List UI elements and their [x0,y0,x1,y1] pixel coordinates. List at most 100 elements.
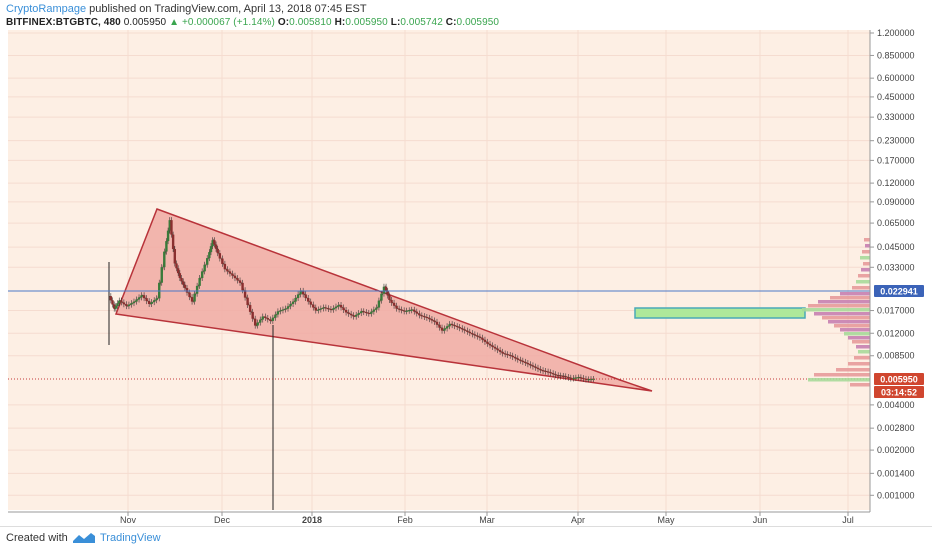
candle-body [384,286,388,292]
candle-body [130,303,133,305]
candle-body [461,328,464,330]
candle-body [248,305,252,312]
candle-body [251,311,254,319]
volume-profile-bar-25 [848,362,870,366]
candle-body [216,248,219,254]
candle-body [579,377,583,379]
candles [109,217,595,383]
candle-body [231,273,234,276]
candle-body [259,319,262,323]
high-value: 0.005950 [345,17,388,28]
candle-body [264,316,267,319]
candle-body [415,311,418,314]
price-chart[interactable]: 1.200000 0.850000 0.600000 0.450000 0.330000… [0,0,932,526]
candle-body [587,379,590,381]
candle-body [529,364,532,366]
svg-text:0.600000: 0.600000 [877,73,915,83]
price-axis-ticks: 1.200000 0.850000 0.600000 0.450000 0.330000… [870,28,915,500]
candle-body [388,295,391,300]
price-tick-10: 0.045000 [870,242,915,252]
candle-body [261,316,264,320]
svg-text:1.200000: 1.200000 [877,28,915,38]
time-tick-8: Jul [842,512,854,525]
candle-body [574,377,578,379]
candle-body [243,290,247,298]
candle-body [276,311,280,315]
author-link[interactable]: CryptoRampage [6,3,87,15]
symbol-label: BITFINEX:BTGBTC, 480 [6,17,121,28]
close-value: 0.005950 [456,17,500,28]
candle-body [271,317,275,321]
candle-body [448,324,451,327]
price-tick-6: 0.170000 [870,155,915,165]
candle-body [339,305,343,308]
volume-profile-bar-0 [864,238,870,242]
candle-body [221,258,224,264]
last-price: 0.005950 [123,17,167,28]
candle-body [299,290,302,295]
candle-body [438,324,441,328]
falling-wedge-pattern[interactable] [114,208,653,392]
candle-body [266,318,270,320]
svg-text:2018: 2018 [302,515,322,525]
svg-text:0.001000: 0.001000 [877,490,915,500]
price-change: ▲ +0.000067 (+1.14%) [169,17,275,28]
candle-body [195,285,199,294]
candle-body [175,263,178,269]
candle-body [238,280,242,283]
svg-text:Jul: Jul [842,515,854,525]
candle-body [562,375,565,377]
candle-body [498,350,502,352]
price-tick-3: 0.450000 [870,92,915,102]
candle-body [536,367,540,370]
svg-text:0.033000: 0.033000 [877,262,915,272]
candle-body [256,322,259,326]
candle-body [478,336,482,338]
candle-body [382,286,386,294]
tradingview-brand[interactable]: TradingView [100,532,161,544]
candle-body [109,296,113,301]
candle-body [329,309,333,311]
time-tick-0: Nov [120,512,136,525]
price-tick-17: 0.004000 [870,400,915,410]
candle-body [402,310,406,312]
volume-profile-bar-20 [848,336,870,340]
volume-profile-bar-8 [852,286,870,290]
price-tick-19: 0.002000 [870,445,915,455]
candle-body [386,291,389,296]
candle-body [342,307,345,311]
candle-body [118,300,121,304]
candle-body [176,268,180,274]
candle-body [312,304,315,308]
tradingview-logo-icon[interactable] [72,531,96,545]
volume-profile-bar-7 [856,280,870,284]
candle-body [440,327,444,331]
target-zone-box[interactable] [634,307,806,319]
candle-body [473,334,477,336]
volume-profile-bar-15 [822,316,870,320]
candle-body [397,308,401,310]
time-tick-5: Apr [571,512,585,525]
candle-body [372,309,376,312]
candle-body [289,303,292,307]
time-tick-7: Jun [753,512,767,525]
candle-body [135,299,138,302]
time-tick-4: Mar [479,512,495,525]
svg-text:0.230000: 0.230000 [877,136,915,146]
time-tick-2: 2018 [302,512,322,525]
candle-body [496,348,499,351]
svg-text:0.002000: 0.002000 [877,445,915,455]
candle-body [534,366,537,368]
price-tick-0: 1.200000 [870,28,915,38]
candle-body [213,240,216,245]
candle-body [125,304,128,307]
candle-body [218,253,222,259]
candle-body [377,300,381,308]
candle-body [524,361,527,364]
candle-body [577,377,580,379]
candle-body [142,295,146,299]
price-axis[interactable] [870,30,932,526]
price-tick-18: 0.002800 [870,423,915,433]
volume-profile-bar-1 [865,244,870,248]
svg-text:0.008500: 0.008500 [877,351,915,361]
